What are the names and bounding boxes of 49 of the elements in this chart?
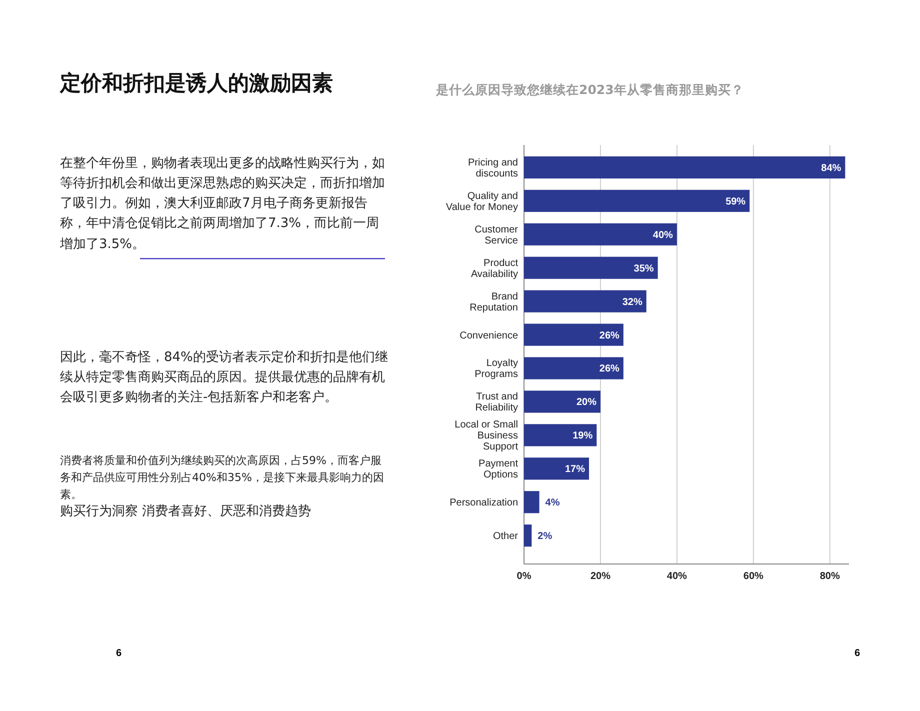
text: 因此，毫不奇怪，84%的受访者表示定价和折扣是他们继续从特定零售商购买商品的原因。提供最优惠的品牌有机会吸引更多购物者的关注-包括新客户和老客户。 <box>60 349 389 408</box>
y-tick-label: Pricing and discounts <box>468 157 518 180</box>
y-tick-label: Loyalty Programs <box>474 358 518 380</box>
bar <box>524 190 750 212</box>
data-label: 32% <box>622 296 642 308</box>
data-label: 20% <box>576 397 597 408</box>
data-label: 26% <box>599 330 620 342</box>
text: 购买行为洞察 消费者喜好、厌恶和消费趋势 <box>60 503 312 521</box>
bar <box>524 458 589 480</box>
data-label: 19% <box>572 430 593 442</box>
data-label: 35% <box>634 263 654 274</box>
data-label: 40% <box>652 230 674 241</box>
bar <box>524 290 646 312</box>
y-tick-label: Product Availability <box>470 258 518 280</box>
data-label: 26% <box>599 364 620 375</box>
bar <box>524 324 624 346</box>
y-tick-label: Convenience <box>460 330 518 342</box>
x-tick-label: 20% <box>590 571 611 582</box>
bar <box>524 156 846 178</box>
data-label: 2% <box>538 531 552 542</box>
y-tick-label: Other <box>492 531 519 542</box>
bar <box>524 524 532 547</box>
chart-subtitle: 是什么原因导致您继续在2023年从零售商那里购买？ <box>435 82 744 97</box>
y-tick-label: Customer Service <box>474 224 519 246</box>
text: 在整个年份里，购物者表现出更多的战略性购买行为，如等待折扣机会和做出更深思熟虑的购买决定，而折扣增加了吸引力。例如，澳大利亚邮政7月电子商务更新报告称，年中清仓促销比之前两周增加了7.3%，而比前一周增加了3.5%。 <box>60 155 386 254</box>
y-tick-label: Quality and Value for Money <box>446 190 518 213</box>
x-tick-label: 60% <box>743 571 764 582</box>
y-tick-label: Local or Small Business Support <box>454 420 518 453</box>
x-tick-label: 40% <box>666 571 688 582</box>
y-tick-label: Trust and Reliability <box>475 392 518 414</box>
bar <box>524 424 597 446</box>
bar <box>524 256 658 279</box>
data-label: 4% <box>545 498 560 509</box>
bar <box>524 223 677 246</box>
text: 6 <box>854 648 860 659</box>
bar <box>524 390 600 413</box>
x-tick-label: 0% <box>516 571 532 582</box>
text: 消费者将质量和价值列为继续购买的次高原因，占59%，而客户服务和产品供应可用性分别占40%和35%，是接下来最具影响力的因素。 <box>60 453 385 504</box>
x-tick-label: 80% <box>820 571 840 582</box>
data-label: 59% <box>726 196 746 208</box>
y-tick-label: Personalization <box>450 498 518 509</box>
y-tick-label: Payment Options <box>478 458 518 481</box>
y-tick-label: Brand Reputation <box>470 291 518 314</box>
text: 定价和折扣是诱人的激励因素 <box>59 71 333 95</box>
data-label: 17% <box>564 464 586 476</box>
data-label: 84% <box>821 162 842 174</box>
text: 6 <box>116 648 122 659</box>
bar <box>524 357 624 380</box>
bar <box>524 491 540 514</box>
